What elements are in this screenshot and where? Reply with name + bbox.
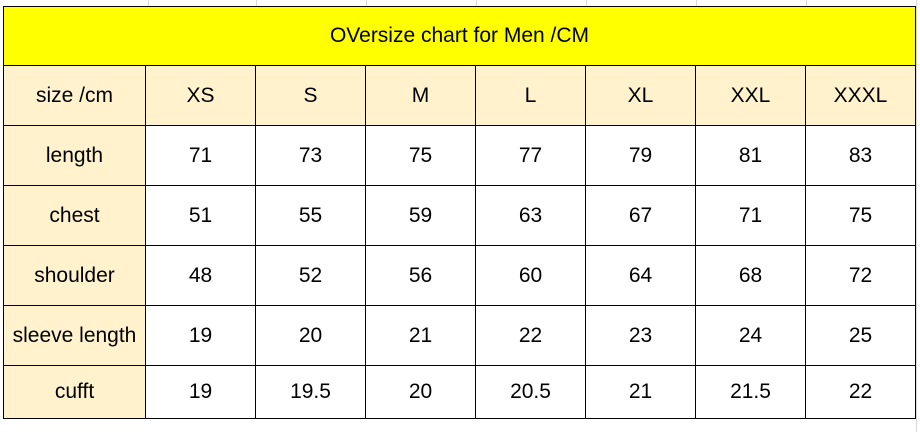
gridline: [916, 0, 917, 432]
size-header-cell[interactable]: XXL: [695, 65, 806, 126]
size-header-cell[interactable]: XXXL: [805, 65, 916, 126]
value-cell[interactable]: 75: [805, 185, 916, 246]
gridline: [366, 0, 367, 6]
value-cell[interactable]: 52: [255, 245, 366, 306]
value-cell[interactable]: 83: [805, 125, 916, 186]
row-label-cell[interactable]: sleeve length: [3, 305, 146, 366]
value-cell[interactable]: 59: [365, 185, 476, 246]
value-cell[interactable]: 25: [805, 305, 916, 366]
value-cell[interactable]: 20: [255, 305, 366, 366]
value-cell[interactable]: 67: [585, 185, 696, 246]
size-header-cell[interactable]: XL: [585, 65, 696, 126]
size-header-cell[interactable]: S: [255, 65, 366, 126]
table-row: cufft 19 19.5 20 20.5 21 21.5 22: [3, 365, 916, 419]
size-header-row: size /cm XS S M L XL XXL XXXL: [3, 65, 916, 126]
value-cell[interactable]: 77: [475, 125, 586, 186]
value-cell[interactable]: 19: [145, 305, 256, 366]
value-cell[interactable]: 60: [475, 245, 586, 306]
gridline: [476, 0, 477, 6]
row-label-cell[interactable]: shoulder: [3, 245, 146, 306]
value-cell[interactable]: 63: [475, 185, 586, 246]
value-cell[interactable]: 23: [585, 305, 696, 366]
value-cell[interactable]: 71: [145, 125, 256, 186]
row-label-cell[interactable]: cufft: [3, 365, 146, 419]
chart-title[interactable]: OVersize chart for Men /CM: [3, 6, 916, 66]
corner-label-cell[interactable]: size /cm: [3, 65, 146, 126]
row-label-cell[interactable]: length: [3, 125, 146, 186]
value-cell[interactable]: 72: [805, 245, 916, 306]
value-cell[interactable]: 22: [475, 305, 586, 366]
value-cell[interactable]: 68: [695, 245, 806, 306]
gridline: [256, 0, 257, 6]
value-cell[interactable]: 20: [365, 365, 476, 419]
size-header-cell[interactable]: XS: [145, 65, 256, 126]
value-cell[interactable]: 73: [255, 125, 366, 186]
value-cell[interactable]: 79: [585, 125, 696, 186]
value-cell[interactable]: 51: [145, 185, 256, 246]
value-cell[interactable]: 22: [805, 365, 916, 419]
value-cell[interactable]: 64: [585, 245, 696, 306]
title-row: OVersize chart for Men /CM: [3, 6, 916, 66]
table-row: shoulder 48 52 56 60 64 68 72: [3, 245, 916, 306]
value-cell[interactable]: 19.5: [255, 365, 366, 419]
value-cell[interactable]: 48: [145, 245, 256, 306]
value-cell[interactable]: 21: [365, 305, 476, 366]
value-cell[interactable]: 21.5: [695, 365, 806, 419]
value-cell[interactable]: 71: [695, 185, 806, 246]
gridline: [806, 0, 807, 6]
gridline: [696, 0, 697, 6]
row-label-cell[interactable]: chest: [3, 185, 146, 246]
size-header-cell[interactable]: M: [365, 65, 476, 126]
size-header-cell[interactable]: L: [475, 65, 586, 126]
value-cell[interactable]: 55: [255, 185, 366, 246]
gridline: [148, 0, 149, 6]
value-cell[interactable]: 21: [585, 365, 696, 419]
value-cell[interactable]: 75: [365, 125, 476, 186]
table-row: chest 51 55 59 63 67 71 75: [3, 185, 916, 246]
value-cell[interactable]: 24: [695, 305, 806, 366]
table-row: sleeve length 19 20 21 22 23 24 25: [3, 305, 916, 366]
value-cell[interactable]: 56: [365, 245, 476, 306]
value-cell[interactable]: 20.5: [475, 365, 586, 419]
size-chart-table: OVersize chart for Men /CM size /cm XS S…: [3, 6, 916, 419]
gridline: [586, 0, 587, 6]
value-cell[interactable]: 19: [145, 365, 256, 419]
table-row: length 71 73 75 77 79 81 83: [3, 125, 916, 186]
value-cell[interactable]: 81: [695, 125, 806, 186]
